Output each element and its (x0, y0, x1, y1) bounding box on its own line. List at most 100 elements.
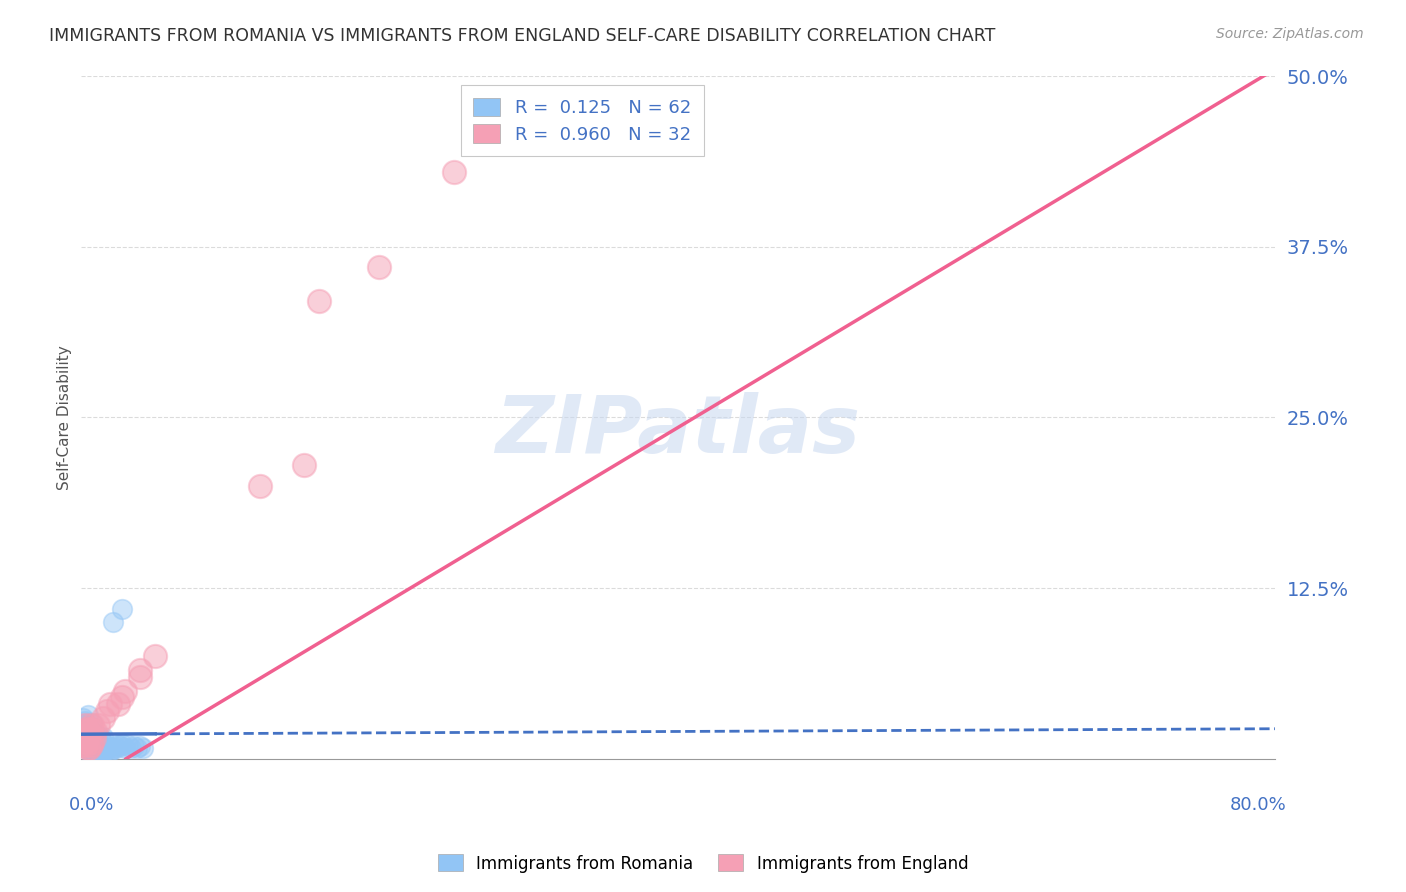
Point (103, 742, 125, 756)
Text: IMMIGRANTS FROM ROMANIA VS IMMIGRANTS FROM ENGLAND SELF-CARE DISABILITY CORRELAT: IMMIGRANTS FROM ROMANIA VS IMMIGRANTS FR… (49, 27, 995, 45)
Point (87, 717, 110, 731)
Point (91, 730, 114, 744)
Point (84, 727, 107, 741)
Y-axis label: Self-Care Disability: Self-Care Disability (58, 345, 72, 490)
Point (97, 739, 120, 754)
Point (80, 722, 103, 736)
Point (107, 697, 129, 711)
Point (129, 670, 152, 684)
Point (100, 743, 122, 757)
Point (90, 745, 112, 759)
Point (86, 735, 108, 749)
Point (94, 740, 117, 755)
Point (79, 727, 101, 741)
Point (79, 722, 101, 736)
Point (93, 743, 115, 757)
Point (80, 724, 103, 739)
Point (368, 260, 391, 275)
Point (101, 740, 124, 755)
Point (120, 740, 142, 755)
Text: ZIPatlas: ZIPatlas (495, 392, 860, 470)
Point (104, 739, 127, 754)
Point (91, 711, 114, 725)
Point (84, 738, 107, 752)
Point (79, 740, 101, 755)
Point (82, 727, 104, 741)
Point (76, 727, 98, 741)
Point (96, 742, 118, 756)
Point (89, 745, 111, 759)
Point (76, 738, 98, 752)
Legend: Immigrants from Romania, Immigrants from England: Immigrants from Romania, Immigrants from… (432, 847, 974, 880)
Point (70, 727, 93, 741)
Point (79, 732, 101, 747)
Point (100, 697, 122, 711)
Point (77, 740, 100, 755)
Point (83, 727, 105, 741)
Point (105, 740, 128, 755)
Point (87, 747, 110, 761)
Legend: R =  0.125   N = 62, R =  0.960   N = 32: R = 0.125 N = 62, R = 0.960 N = 32 (461, 85, 703, 156)
Point (87, 735, 110, 749)
Point (76, 738, 98, 752)
Point (72, 724, 94, 739)
Point (114, 683, 136, 698)
Point (80, 738, 103, 752)
Point (122, 739, 145, 754)
Point (77, 719, 100, 733)
Point (83, 747, 105, 761)
Point (73, 724, 96, 739)
Point (443, 164, 465, 178)
Point (72, 711, 94, 725)
Point (83, 738, 105, 752)
Point (127, 740, 149, 755)
Point (72, 722, 94, 736)
Point (129, 663, 152, 677)
Point (82, 738, 104, 752)
Point (70, 717, 93, 731)
Point (84, 724, 107, 739)
Point (70, 738, 93, 752)
Point (82, 735, 104, 749)
Point (76, 716, 98, 731)
Point (79, 743, 101, 757)
Point (77, 730, 100, 744)
Point (132, 740, 155, 755)
Point (77, 724, 100, 739)
Point (143, 649, 166, 664)
Point (103, 615, 125, 630)
Point (84, 747, 107, 761)
Point (129, 739, 152, 754)
Point (77, 708, 100, 723)
Point (82, 747, 104, 761)
Point (249, 478, 271, 492)
Point (76, 722, 98, 736)
Point (73, 717, 96, 731)
Point (72, 731, 94, 746)
Point (80, 745, 103, 759)
Point (72, 731, 94, 746)
Point (111, 601, 134, 615)
Point (294, 458, 316, 473)
Point (111, 690, 134, 705)
Point (90, 731, 112, 746)
Point (110, 739, 132, 754)
Point (73, 735, 96, 749)
Point (107, 738, 129, 752)
Text: 80.0%: 80.0% (1230, 797, 1286, 814)
Point (114, 740, 136, 755)
Point (86, 747, 108, 761)
Text: 0.0%: 0.0% (69, 797, 114, 814)
Point (73, 714, 96, 728)
Point (96, 704, 118, 718)
Text: Source: ZipAtlas.com: Source: ZipAtlas.com (1216, 27, 1364, 41)
Point (91, 745, 114, 759)
Point (77, 740, 100, 755)
Point (117, 738, 139, 752)
Point (82, 716, 104, 731)
Point (80, 735, 103, 749)
Point (89, 731, 111, 746)
Point (73, 735, 96, 749)
Point (111, 737, 134, 751)
Point (82, 717, 104, 731)
